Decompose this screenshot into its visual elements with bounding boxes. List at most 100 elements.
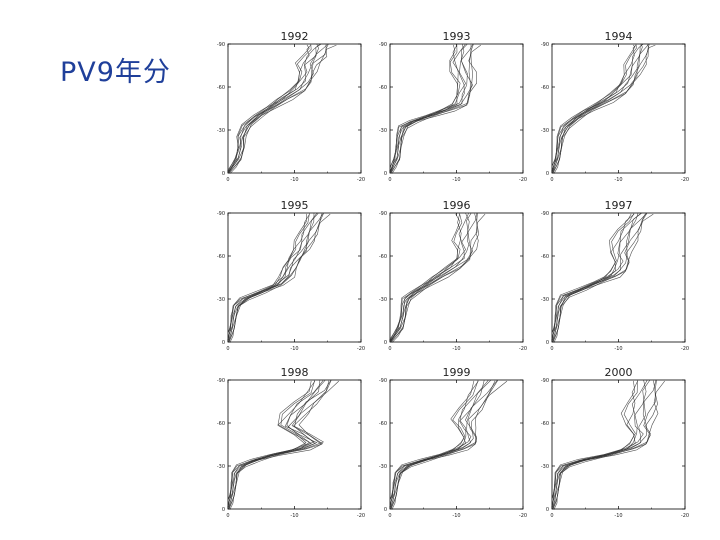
profile-line-9 [390,213,463,342]
profile-line-7 [228,213,322,342]
profile-line-8 [553,380,665,509]
x-tick-label: 0 [388,177,391,183]
profile-line-9 [552,44,637,169]
profile-line-10 [390,44,474,173]
profile-line-8 [229,213,331,342]
panel-title: 1992 [281,30,309,43]
x-tick-label: -20 [681,346,689,352]
profile-line-6 [228,380,332,508]
panel-1995: 1995 0 -10 -20 0 -30 -60 -90 [217,199,365,352]
x-tick-label: -10 [290,513,298,519]
y-tick-label: -90 [541,378,549,384]
profile-line-7 [552,213,646,342]
x-tick-label: -10 [290,346,298,352]
plot-frame [551,379,686,510]
y-tick-label: 0 [384,171,387,177]
y-tick-label: 0 [222,171,225,177]
profile-line-1 [390,380,475,501]
profile-line-7 [228,44,327,173]
y-tick-label: 0 [546,340,549,346]
x-tick-label: -10 [452,513,460,519]
panel-1993: 1993 0 -10 -20 0 -30 -60 -90 [379,30,527,183]
panel-1998: 1998 0 -10 -20 0 -30 -60 -90 [217,366,365,519]
y-tick-label: 0 [384,507,387,513]
profile-line-7 [390,213,478,342]
profile-line-9 [390,380,479,502]
x-tick-label: -20 [681,177,689,183]
profile-line-8 [391,380,508,509]
y-tick-label: -90 [217,42,225,48]
profile-line-5 [228,213,319,342]
profile-line-7 [552,380,656,509]
profile-line-5 [552,213,643,342]
profile-line-6 [390,44,474,173]
x-tick-label: 0 [388,513,391,519]
y-tick-label: -90 [541,42,549,48]
profile-line-5 [552,44,645,173]
profile-line-2 [228,213,310,340]
y-tick-label: -90 [379,42,387,48]
profile-bundle [390,213,486,342]
profile-line-5 [390,380,492,509]
panel-title: 2000 [605,366,633,379]
profile-line-9 [390,44,461,171]
x-tick-label: 0 [226,177,229,183]
profile-line-6 [552,44,650,172]
x-tick-label: 0 [226,346,229,352]
x-tick-label: -10 [614,346,622,352]
profile-line-1 [552,380,636,501]
panel-title: 1998 [281,366,309,379]
y-tick-label: -30 [541,128,549,134]
profile-line-9 [228,213,310,335]
profile-line-1 [228,44,310,171]
y-tick-label: -30 [379,128,387,134]
profile-line-6 [228,213,324,341]
profile-line-10 [552,380,658,509]
x-tick-label: -20 [519,177,527,183]
y-tick-label: -60 [217,254,225,260]
panel-1997: 1997 0 -10 -20 0 -30 -60 -90 [541,199,689,352]
profile-line-3 [228,44,321,173]
y-tick-label: 0 [546,171,549,177]
y-tick-label: -30 [217,297,225,303]
panel-2000: 2000 0 -10 -20 0 -30 -60 -90 [541,366,689,519]
y-tick-label: -90 [217,211,225,217]
profile-line-4 [228,380,321,509]
y-tick-label: -30 [379,464,387,470]
profile-bundle [228,44,337,173]
y-tick-label: -90 [541,211,549,217]
y-tick-label: -90 [217,378,225,384]
x-tick-label: -20 [519,346,527,352]
profile-line-10 [552,213,648,342]
x-tick-label: -20 [357,346,365,352]
profile-bundle [390,44,481,173]
profile-line-9 [228,44,312,173]
profile-line-4 [390,380,485,509]
y-tick-label: -60 [379,254,387,260]
y-tick-label: -30 [541,464,549,470]
profile-line-5 [228,44,322,173]
x-tick-label: 0 [550,177,553,183]
profile-bundle [552,44,656,173]
profile-line-4 [552,44,643,173]
x-tick-label: -10 [614,513,622,519]
profile-line-3 [552,213,642,342]
profile-line-6 [390,213,478,342]
profile-line-1 [228,213,307,334]
panel-title: 1995 [281,199,309,212]
x-tick-label: -20 [357,177,365,183]
y-tick-label: -60 [541,254,549,260]
profile-line-10 [228,213,325,342]
profile-line-2 [390,214,462,342]
y-tick-label: 0 [384,340,387,346]
profile-line-2 [552,380,638,507]
profile-line-3 [552,44,644,173]
profile-line-8 [229,380,340,509]
panel-title: 1997 [605,199,633,212]
profile-line-1 [228,380,312,501]
y-tick-label: 0 [222,340,225,346]
y-tick-label: -90 [379,211,387,217]
profile-line-10 [552,44,650,173]
y-tick-label: -60 [217,421,225,427]
